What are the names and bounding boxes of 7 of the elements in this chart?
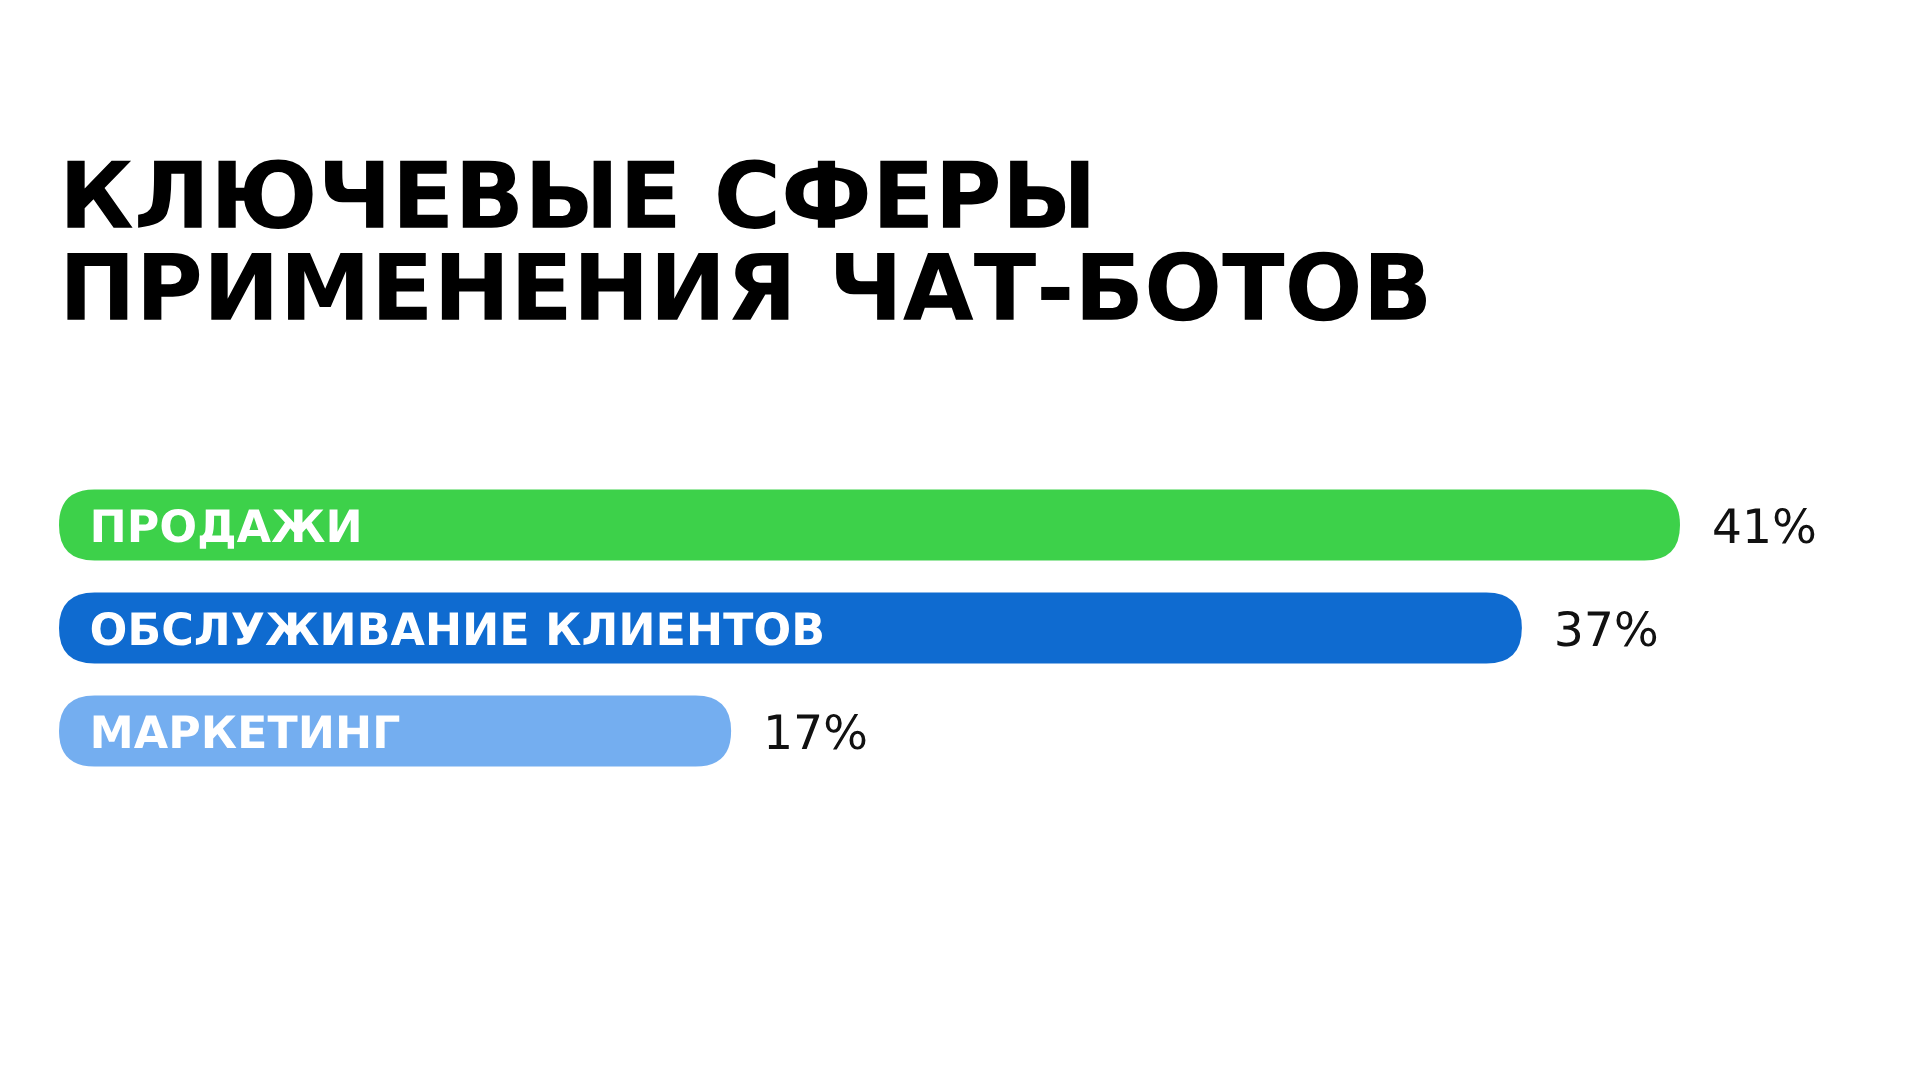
chart-title: КЛЮЧЕВЫЕ СФЕРЫ ПРИМЕНЕНИЯ ЧАТ-БОТОВ (67, 159, 1426, 322)
data-label: 37% (1557, 610, 1657, 647)
y-tick-label: ОБСЛУЖИВАНИЕ КЛИЕНТОВ (91, 611, 822, 646)
y-tick-label: ПРОДАЖИ (93, 508, 359, 549)
data-label: 41% (1714, 507, 1815, 544)
y-tick-label: МАРКЕТИНГ (93, 715, 400, 748)
data-label: 17% (768, 713, 866, 750)
